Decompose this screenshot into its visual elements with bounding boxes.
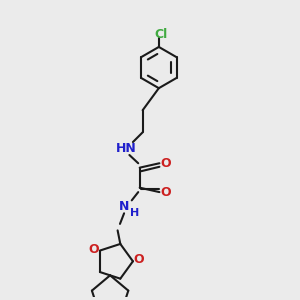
Text: N: N [119, 200, 129, 213]
Text: O: O [89, 243, 99, 256]
Text: H: H [130, 208, 139, 218]
Text: Cl: Cl [154, 28, 168, 41]
Text: O: O [134, 253, 144, 266]
Text: O: O [160, 157, 171, 170]
Text: O: O [160, 186, 171, 199]
Text: HN: HN [116, 142, 137, 155]
